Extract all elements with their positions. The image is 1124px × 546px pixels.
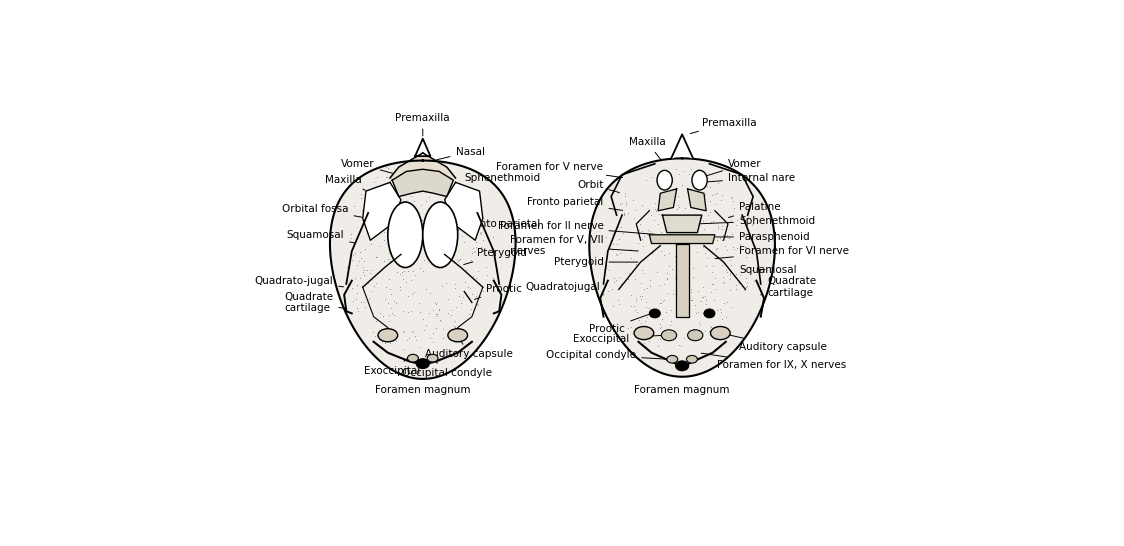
Text: Occipital condyle: Occipital condyle	[546, 350, 667, 360]
Ellipse shape	[687, 355, 697, 363]
Polygon shape	[445, 182, 483, 240]
Ellipse shape	[408, 354, 418, 362]
Text: Quadrato-jugal: Quadrato-jugal	[254, 276, 344, 287]
Text: Foramen for II nerve: Foramen for II nerve	[498, 221, 658, 235]
Text: Auditory capsule: Auditory capsule	[723, 334, 827, 352]
Text: Maxilla: Maxilla	[628, 138, 665, 159]
Polygon shape	[392, 169, 453, 197]
Text: Foramen for IX, X nerves: Foramen for IX, X nerves	[701, 353, 846, 370]
Text: Occipital condyle: Occipital condyle	[401, 360, 492, 378]
Text: Premaxilla: Premaxilla	[690, 118, 756, 134]
Text: Prootic: Prootic	[589, 314, 649, 334]
Polygon shape	[671, 134, 694, 158]
Ellipse shape	[688, 330, 702, 341]
Polygon shape	[688, 189, 706, 211]
Polygon shape	[650, 235, 715, 244]
Ellipse shape	[650, 309, 660, 318]
Text: Foramen for VI nerve: Foramen for VI nerve	[716, 246, 849, 259]
Text: Foramen magnum: Foramen magnum	[634, 385, 729, 395]
Text: Exoccipital: Exoccipital	[364, 357, 420, 376]
Text: Orbital fossa: Orbital fossa	[282, 204, 365, 218]
Polygon shape	[415, 139, 430, 156]
Text: Squamosal: Squamosal	[287, 230, 354, 243]
Text: Palatine: Palatine	[728, 203, 780, 217]
Ellipse shape	[710, 327, 731, 340]
Text: Exoccipital: Exoccipital	[573, 334, 663, 343]
Text: Quadrate
cartilage: Quadrate cartilage	[761, 276, 816, 298]
Polygon shape	[658, 189, 677, 211]
Polygon shape	[662, 215, 701, 233]
Ellipse shape	[378, 329, 398, 342]
Text: Squamosal: Squamosal	[738, 265, 797, 275]
Ellipse shape	[704, 309, 715, 318]
Text: Sphenethmoid: Sphenethmoid	[450, 173, 541, 191]
Text: Foramen for V nerve: Foramen for V nerve	[497, 162, 623, 177]
Polygon shape	[363, 182, 401, 240]
Ellipse shape	[388, 202, 423, 268]
Ellipse shape	[676, 361, 689, 371]
Text: Auditory capsule: Auditory capsule	[425, 337, 513, 359]
Polygon shape	[676, 244, 689, 317]
Text: Quadratojugal: Quadratojugal	[526, 282, 604, 295]
Text: Orbit: Orbit	[577, 180, 619, 193]
Text: Parasphenoid: Parasphenoid	[716, 232, 809, 242]
Text: Quadrate
cartilage: Quadrate cartilage	[284, 292, 346, 313]
Text: Premaxilla: Premaxilla	[396, 114, 450, 136]
Ellipse shape	[692, 170, 707, 190]
Text: Foramen magnum: Foramen magnum	[375, 385, 471, 395]
Ellipse shape	[634, 327, 654, 340]
Ellipse shape	[423, 202, 457, 268]
Text: Pterygoid: Pterygoid	[554, 257, 637, 267]
Text: Fronto parietal: Fronto parietal	[527, 197, 623, 210]
Ellipse shape	[661, 330, 677, 341]
Text: Prootic: Prootic	[474, 284, 522, 299]
Polygon shape	[589, 158, 774, 377]
Text: Pterygoid: Pterygoid	[464, 248, 527, 265]
Text: Vomer: Vomer	[341, 159, 407, 177]
Text: Nasal: Nasal	[436, 147, 484, 160]
Ellipse shape	[427, 354, 438, 362]
Polygon shape	[390, 153, 455, 178]
Text: Sphenethmoid: Sphenethmoid	[700, 216, 815, 225]
Ellipse shape	[447, 329, 468, 342]
Text: Internal nare: Internal nare	[702, 173, 795, 183]
Text: Vomer: Vomer	[702, 159, 762, 177]
Ellipse shape	[667, 355, 678, 363]
Text: Maxilla: Maxilla	[325, 175, 377, 195]
Text: Fronto parietal: Fronto parietal	[443, 219, 541, 232]
Text: Foramen for V, VII
nerves: Foramen for V, VII nerves	[510, 235, 637, 257]
Polygon shape	[330, 161, 516, 379]
Ellipse shape	[416, 359, 429, 369]
Ellipse shape	[658, 170, 672, 190]
